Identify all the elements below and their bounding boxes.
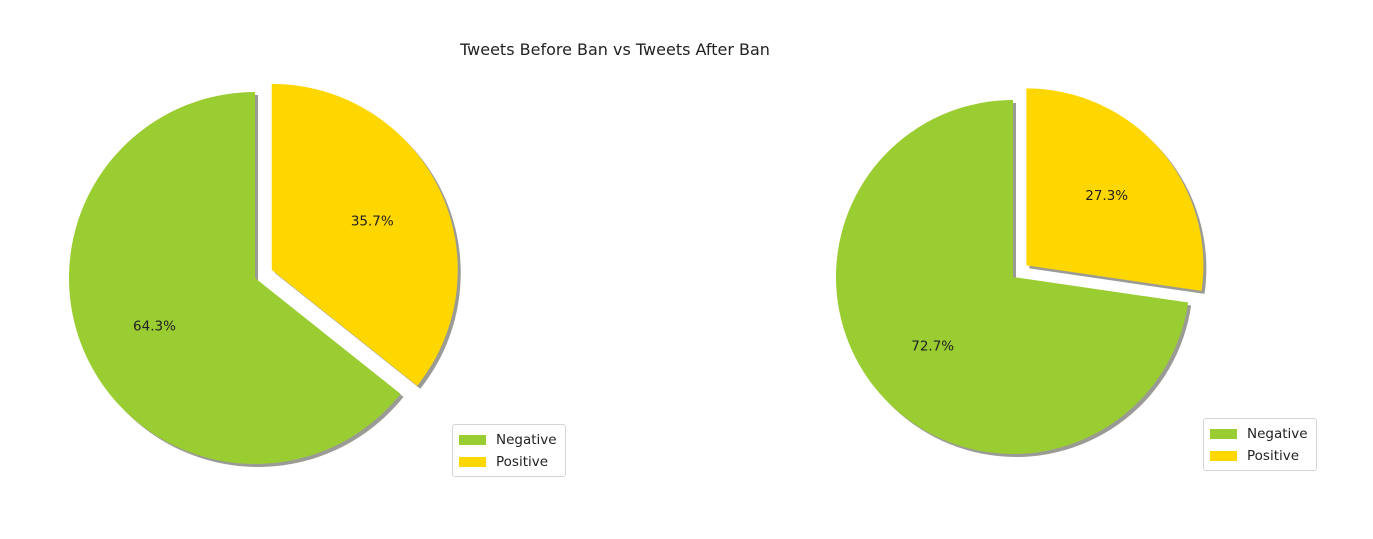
legend-item-positive: Positive (459, 451, 557, 473)
legend-swatch-positive (1210, 451, 1237, 461)
pie-right-label-positive: 27.3% (1085, 188, 1128, 204)
legend-label-negative: Negative (496, 432, 557, 448)
pie-right-label-negative: 72.7% (911, 338, 954, 354)
legend-label-negative: Negative (1247, 426, 1308, 442)
legend-left: Negative Positive (452, 424, 566, 477)
legend-item-negative: Negative (1210, 423, 1308, 445)
legend-swatch-negative (1210, 429, 1237, 439)
legend-item-positive: Positive (1210, 445, 1308, 467)
pie-left-label-negative: 64.3% (133, 318, 176, 334)
legend-right: Negative Positive (1203, 418, 1317, 471)
pie-left-wedge-negative (69, 92, 401, 464)
legend-label-positive: Positive (496, 454, 549, 470)
legend-swatch-negative (459, 435, 486, 445)
legend-item-negative: Negative (459, 429, 557, 451)
chart-title: Tweets Before Ban vs Tweets After Ban (460, 40, 770, 59)
legend-label-positive: Positive (1247, 448, 1300, 464)
pie-left-label-positive: 35.7% (351, 213, 394, 229)
pie-right-wedge-positive (1026, 88, 1204, 291)
legend-swatch-positive (459, 457, 486, 467)
pie-left-wedge-positive (271, 83, 458, 386)
pie-right-wedge-negative (836, 100, 1189, 455)
